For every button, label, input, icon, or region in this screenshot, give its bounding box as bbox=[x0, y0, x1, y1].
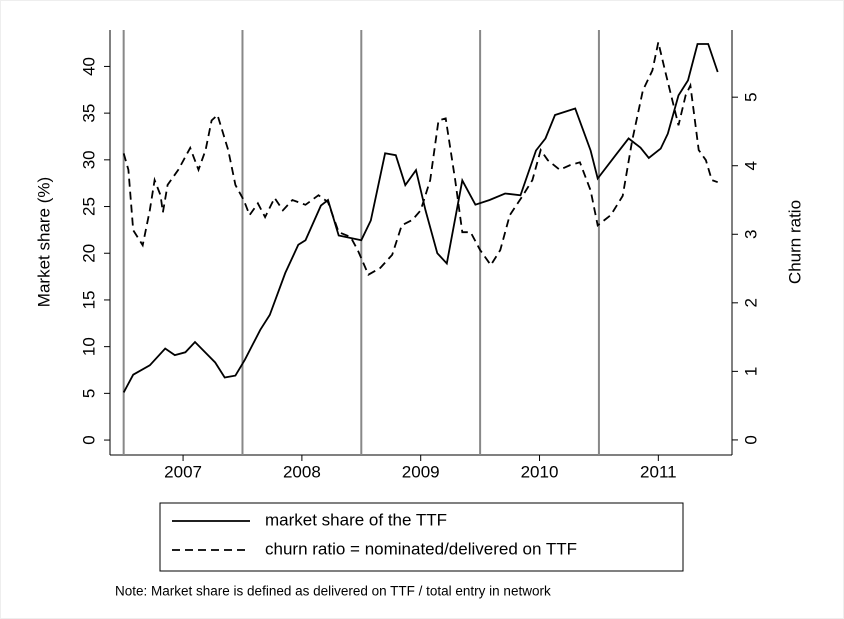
legend bbox=[159, 502, 684, 572]
y-tick-label: 15 bbox=[79, 290, 98, 309]
y-tick-label: 20 bbox=[79, 244, 98, 263]
y2-tick-label: 2 bbox=[741, 298, 760, 307]
y2-tick-label: 1 bbox=[741, 367, 760, 376]
y2-axis-label: Churn ratio bbox=[785, 200, 804, 284]
y-tick-label: 40 bbox=[79, 57, 98, 76]
y-tick-label: 5 bbox=[79, 389, 98, 398]
y-tick-label: 10 bbox=[79, 337, 98, 356]
x-tick-label: 2009 bbox=[402, 462, 440, 481]
y-axis-label: Market share (%) bbox=[34, 177, 53, 307]
legend-label: market share of the TTF bbox=[265, 510, 447, 529]
legend-label: churn ratio = nominated/delivered on TTF bbox=[265, 539, 577, 558]
x-tick-label: 2010 bbox=[521, 462, 559, 481]
y2-tick-label: 4 bbox=[741, 161, 760, 170]
y2-tick-label: 0 bbox=[741, 435, 760, 444]
x-tick-label: 2008 bbox=[283, 462, 321, 481]
y2-tick-label: 5 bbox=[741, 92, 760, 101]
y2-tick-label: 3 bbox=[741, 230, 760, 239]
y-tick-label: 25 bbox=[79, 197, 98, 216]
y-tick-label: 30 bbox=[79, 150, 98, 169]
series-line bbox=[122, 43, 719, 393]
x-tick-label: 2011 bbox=[640, 462, 677, 481]
x-tick-label: 2007 bbox=[164, 462, 202, 481]
y-tick-label: 0 bbox=[79, 435, 98, 444]
series-line bbox=[122, 42, 719, 276]
note: Note: Market share is defined as deliver… bbox=[115, 584, 551, 599]
y-tick-label: 35 bbox=[79, 104, 98, 123]
